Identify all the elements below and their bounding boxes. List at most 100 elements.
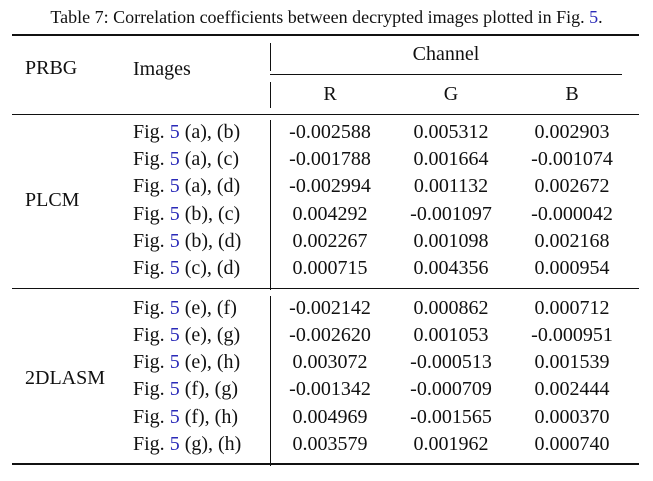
image-pair-cell: Fig. 5 (a), (b) — [133, 120, 240, 144]
value-g: 0.001053 — [413, 324, 489, 346]
figure-ref-link[interactable]: 5 — [169, 121, 180, 143]
fig-prefix: Fig. — [133, 351, 170, 373]
value-g: 0.001132 — [413, 175, 489, 197]
image-pair: (f), (g) — [179, 378, 238, 400]
column-separator — [270, 296, 271, 466]
image-pair-cell: Fig. 5 (e), (h) — [133, 350, 240, 374]
image-pair-cell: Fig. 5 (e), (g) — [133, 323, 240, 347]
image-pair-cell: Fig. 5 (f), (g) — [133, 377, 238, 401]
header-b: B — [565, 83, 579, 105]
fig-prefix: Fig. — [133, 203, 170, 225]
value-b: -0.000042 — [531, 203, 613, 225]
fig-prefix: Fig. — [133, 433, 170, 455]
value-b: -0.000951 — [531, 324, 613, 346]
value-r: 0.002267 — [292, 230, 368, 252]
figure-ref-link[interactable]: 5 — [169, 351, 180, 373]
image-pair-cell: Fig. 5 (g), (h) — [133, 432, 241, 456]
image-pair: (c), (d) — [179, 257, 241, 279]
value-g: -0.001565 — [410, 406, 492, 428]
image-pair-cell: Fig. 5 (e), (f) — [133, 296, 237, 320]
value-r: 0.003072 — [292, 351, 368, 373]
value-b: 0.002444 — [534, 378, 610, 400]
column-separator — [270, 120, 271, 290]
image-pair: (b), (d) — [179, 230, 242, 252]
value-b: 0.000954 — [534, 257, 610, 279]
fig-prefix: Fig. — [133, 257, 170, 279]
image-pair: (e), (h) — [179, 351, 241, 373]
image-pair: (e), (f) — [179, 297, 237, 319]
caption-tail: . — [598, 7, 603, 27]
image-pair: (e), (g) — [179, 324, 241, 346]
table-caption: Table 7: Correlation coefficients betwee… — [0, 7, 653, 28]
value-g: -0.000513 — [410, 351, 492, 373]
figure-ref-link[interactable]: 5 — [169, 203, 180, 225]
figure-ref-link[interactable]: 5 — [169, 297, 180, 319]
value-g: 0.005312 — [413, 121, 489, 143]
fig-prefix: Fig. — [133, 175, 170, 197]
value-g: 0.001664 — [413, 148, 489, 170]
caption-text: Table 7: Correlation coefficients betwee… — [50, 7, 585, 27]
value-r: -0.002588 — [289, 121, 371, 143]
value-g: 0.004356 — [413, 257, 489, 279]
figure-ref-link[interactable]: 5 — [169, 324, 180, 346]
figure-ref-link[interactable]: 5 — [169, 230, 180, 252]
header-rule — [12, 114, 639, 115]
value-b: 0.002168 — [534, 230, 610, 252]
header-vline-bottom — [270, 82, 271, 108]
value-g: -0.000709 — [410, 378, 492, 400]
value-r: -0.002620 — [289, 324, 371, 346]
value-b: 0.000740 — [534, 433, 610, 455]
figure-ref-link[interactable]: 5 — [169, 148, 180, 170]
channel-rule — [270, 74, 622, 75]
header-g: G — [443, 83, 459, 105]
value-r: 0.004969 — [292, 406, 368, 428]
value-r: 0.000715 — [292, 257, 368, 279]
value-b: 0.000370 — [534, 406, 610, 428]
fig-prefix: Fig. — [133, 148, 170, 170]
group-label: PLCM — [25, 189, 80, 211]
value-r: 0.003579 — [292, 433, 368, 455]
value-r: -0.001342 — [289, 378, 371, 400]
header-channel: Channel — [412, 43, 480, 65]
image-pair-cell: Fig. 5 (a), (d) — [133, 174, 240, 198]
fig-prefix: Fig. — [133, 378, 170, 400]
figure-ref-link[interactable]: 5 — [169, 257, 180, 279]
figure-ref-link[interactable]: 5 — [169, 378, 180, 400]
group-rule — [12, 288, 639, 289]
value-b: -0.001074 — [531, 148, 613, 170]
value-r: -0.002994 — [289, 175, 371, 197]
image-pair-cell: Fig. 5 (b), (d) — [133, 229, 241, 253]
fig-prefix: Fig. — [133, 406, 170, 428]
value-b: 0.002903 — [534, 121, 610, 143]
header-vline-top — [270, 43, 271, 71]
figure-ref-link[interactable]: 5 — [169, 433, 180, 455]
figure-ref-link[interactable]: 5 — [169, 406, 180, 428]
group-label: 2DLASM — [25, 367, 106, 389]
value-g: 0.000862 — [413, 297, 489, 319]
value-b: 0.001539 — [534, 351, 610, 373]
value-b: 0.002672 — [534, 175, 610, 197]
image-pair-cell: Fig. 5 (a), (c) — [133, 147, 239, 171]
image-pair: (g), (h) — [179, 433, 242, 455]
image-pair: (a), (b) — [179, 121, 241, 143]
value-g: -0.001097 — [410, 203, 492, 225]
image-pair: (f), (h) — [179, 406, 238, 428]
image-pair-cell: Fig. 5 (c), (d) — [133, 256, 240, 280]
fig-prefix: Fig. — [133, 297, 170, 319]
figure-ref-link[interactable]: 5 — [169, 175, 180, 197]
image-pair-cell: Fig. 5 (f), (h) — [133, 405, 238, 429]
value-r: -0.002142 — [289, 297, 371, 319]
fig-prefix: Fig. — [133, 230, 170, 252]
fig-prefix: Fig. — [133, 121, 170, 143]
value-g: 0.001098 — [413, 230, 489, 252]
value-r: 0.004292 — [292, 203, 368, 225]
caption-figure-ref[interactable]: 5 — [589, 7, 599, 27]
image-pair: (a), (d) — [179, 175, 241, 197]
value-g: 0.001962 — [413, 433, 489, 455]
value-b: 0.000712 — [534, 297, 610, 319]
image-pair-cell: Fig. 5 (b), (c) — [133, 202, 240, 226]
bottom-rule — [12, 463, 639, 465]
header-images: Images — [133, 58, 191, 80]
top-rule — [12, 34, 639, 36]
header-prbg: PRBG — [25, 57, 78, 79]
